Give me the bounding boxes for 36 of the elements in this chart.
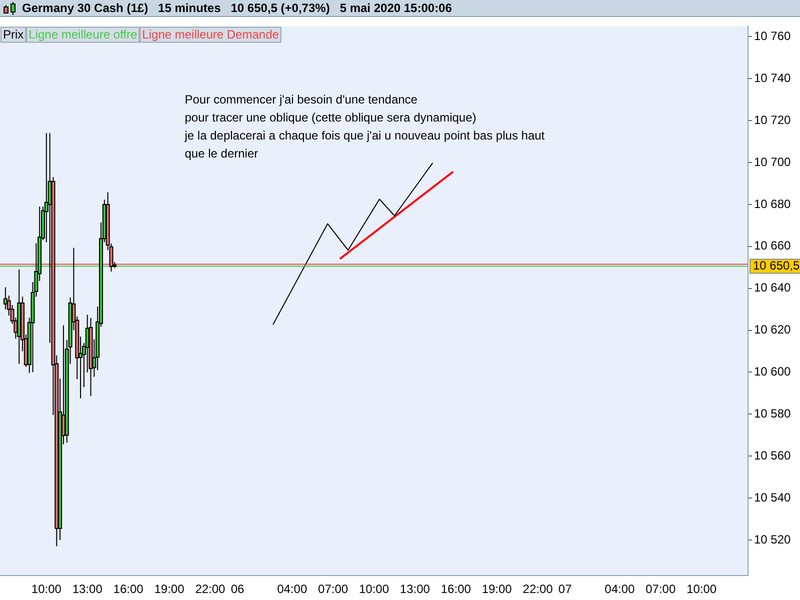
y-tick-label: 10 680 [754,196,792,211]
x-tick-label: 06 [230,582,244,596]
ref-line-label: Ligne meilleure offre [28,28,138,42]
x-tick-label: 10:00 [31,582,62,596]
x-tick-label: 22:00 [522,582,554,596]
annotation: Pour commencer j'ai besoin d'une tendance pour tracer une oblique (cette oblique sera dynamique) je la deplacerai a chaque fois que j'ai u nouveau point bas plus haut que le dernier [184,92,546,161]
y-tick-label: 10 760 [754,28,792,43]
y-tick-label: 10 700 [754,154,792,169]
x-tick-label: 07 [558,582,572,596]
y-tick-label: 10 540 [754,490,792,504]
x-tick-label: 04:00 [277,582,308,596]
y-tick-label: 10 560 [754,448,792,462]
x-tick-label: 04:00 [604,582,636,596]
x-tick-label: 16:00 [113,582,144,596]
chart-title: Germany 30 Cash (1£) 15 minutes 10 650,5 (+0,73%) 5 mai 2020 15:00:06 [22,1,452,15]
x-tick-label: 07:00 [318,582,348,596]
x-tick-label: 07:00 [646,582,676,596]
annotation: Prix [3,28,24,42]
x-tick-label: 19:00 [154,582,185,596]
text: 10 650,5 [753,258,800,273]
y-tick-label: 10 520 [754,532,792,546]
x-tick-label: 19:00 [482,582,512,596]
y-tick-label: 10 640 [754,280,792,295]
y-tick-label: 10 660 [754,238,792,253]
x-tick-label: 10:00 [686,582,717,596]
y-tick-label: 10 740 [754,70,792,85]
x-tick-label: 22:00 [195,582,226,596]
y-tick-label: 10 720 [754,112,792,127]
x-tick-label: 10:00 [358,582,390,596]
y-tick-label: 10 580 [754,406,792,420]
x-tick-label: 13:00 [72,582,103,596]
y-tick-label: 10 620 [754,322,792,337]
ref-line-label: Ligne meilleure Demande [142,28,280,42]
y-tick-label: 10 600 [754,364,792,379]
x-tick-label: 13:00 [400,582,430,596]
x-tick-label: 16:00 [440,582,472,596]
